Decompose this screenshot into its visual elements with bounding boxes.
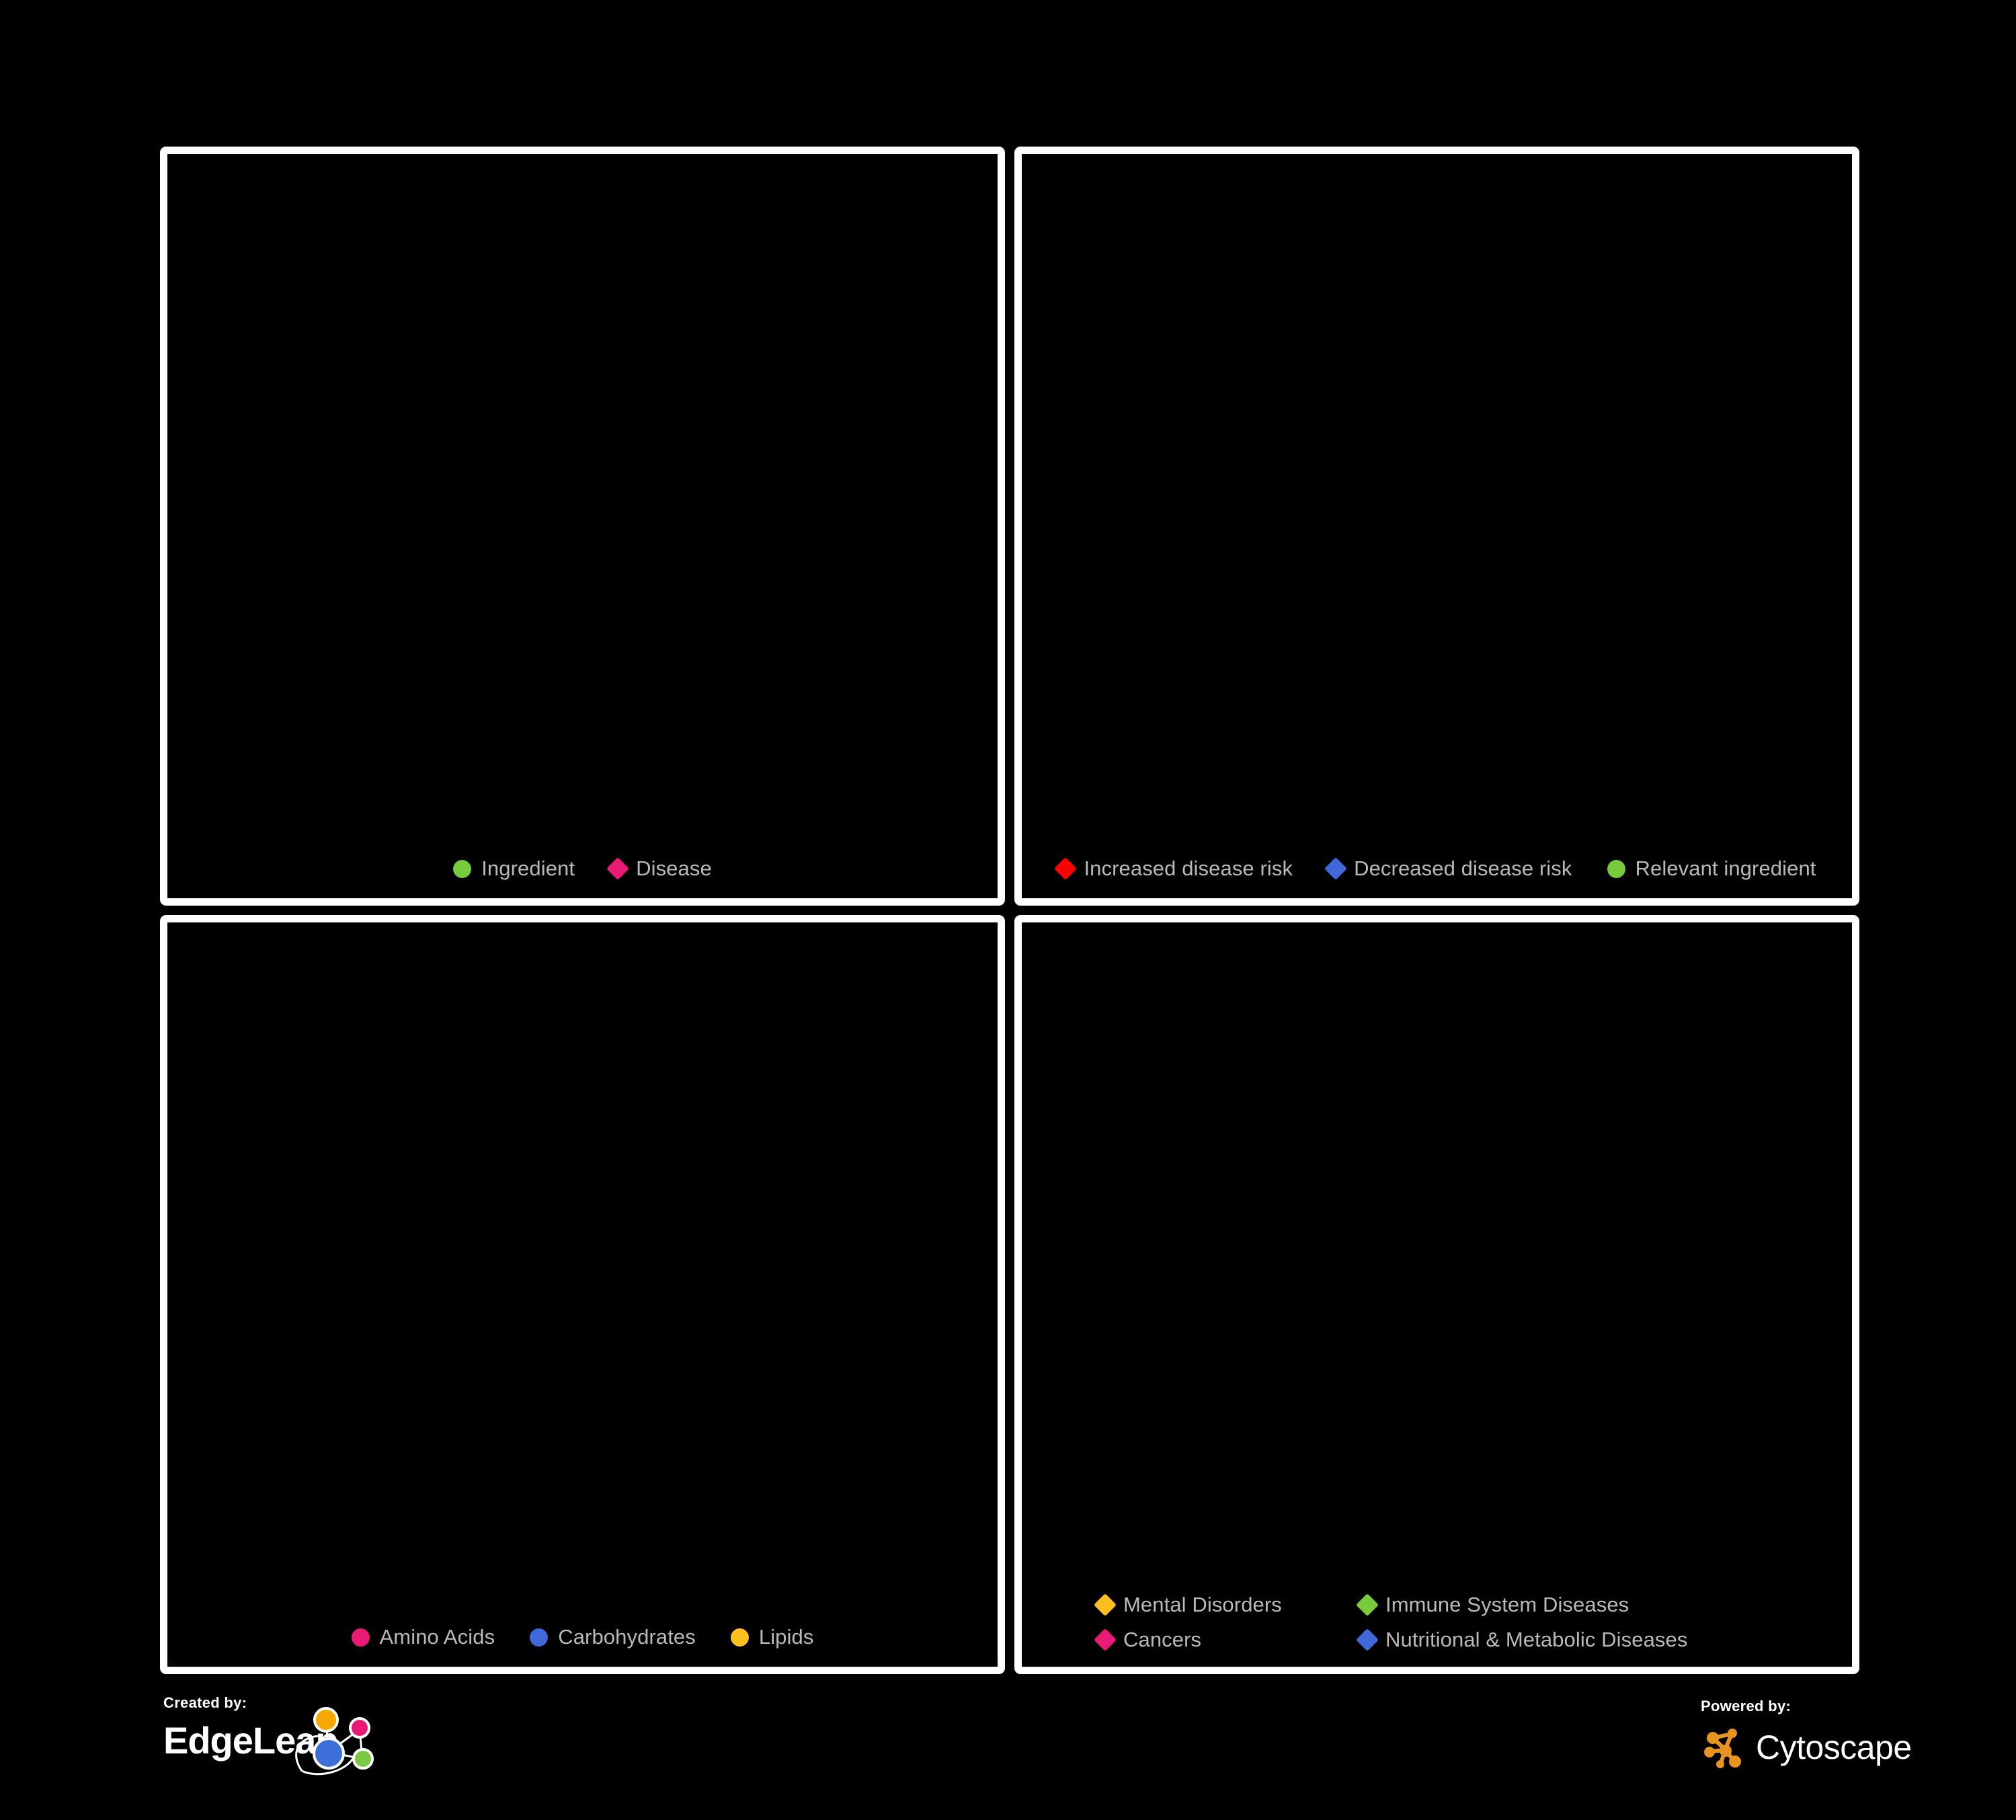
powered-by-caption: Powered by: <box>1701 1698 1791 1714</box>
network-graph-disease-risk <box>1022 154 1852 898</box>
legend-item[interactable]: Cancers <box>1094 1628 1359 1652</box>
legend-disease-risk: Increased disease risk Decreased disease… <box>1022 857 1852 881</box>
network-canvas-disease-risk[interactable] <box>1022 154 1852 898</box>
network-canvas-ingredient-classes[interactable] <box>167 922 998 1667</box>
legend-item[interactable]: Carbohydrates <box>530 1625 696 1649</box>
network-canvas-ingredient-disease[interactable] <box>167 154 998 898</box>
legend-item[interactable]: Immune System Diseases <box>1356 1593 1629 1617</box>
legend-item-label: Nutritional & Metabolic Diseases <box>1385 1628 1688 1651</box>
legend-item-label: Amino Acids <box>379 1625 495 1649</box>
legend-swatch-diamond-icon <box>1094 1593 1117 1616</box>
legend-swatch-circle-icon <box>730 1628 749 1647</box>
legend-item-label: Increased disease risk <box>1084 857 1293 880</box>
legend-swatch-circle-icon <box>351 1628 370 1647</box>
legend-swatch-diamond-icon <box>1356 1628 1379 1651</box>
brand-powered-by[interactable]: Powered by: <box>1701 1698 1970 1798</box>
legend-swatch-diamond-icon <box>606 857 630 880</box>
legend-swatch-diamond-icon <box>1054 857 1078 880</box>
legend-item-label: Mental Disorders <box>1123 1593 1282 1616</box>
cytoscape-logo-icon <box>1704 1729 1741 1768</box>
legend-item-label: Decreased disease risk <box>1354 857 1572 880</box>
legend-item-label: Disease <box>636 857 712 880</box>
brand-created-by[interactable]: Created by: EdgeLeap <box>163 1694 385 1795</box>
legend-disease-classes: Mental Disorders Immune System Diseases … <box>1022 1593 1852 1652</box>
legend-item[interactable]: Increased disease risk <box>1054 857 1293 881</box>
footer: Created by: EdgeLeap Powered by: <box>0 1677 2016 1820</box>
legend-swatch-diamond-icon <box>1094 1628 1117 1651</box>
edgeleap-wordmark: EdgeLeap <box>163 1719 339 1762</box>
panel-ingredient-disease[interactable]: Ingredient Disease <box>160 147 1005 906</box>
legend-item-label: Lipids <box>758 1625 814 1649</box>
cytoscape-wordmark: Cytoscape <box>1756 1729 1912 1766</box>
panel-grid: Ingredient Disease Increased disease ris… <box>160 147 1859 1674</box>
legend-ingredient-classes: Amino Acids Carbohydrates Lipids <box>167 1625 998 1649</box>
panel-disease-risk[interactable]: Increased disease risk Decreased disease… <box>1014 147 1859 906</box>
legend-item[interactable]: Decreased disease risk <box>1324 857 1572 881</box>
panel-ingredient-classes[interactable]: Amino Acids Carbohydrates Lipids <box>160 915 1005 1674</box>
network-graph-ingredient-disease <box>167 154 998 898</box>
legend-swatch-circle-icon <box>1607 859 1625 878</box>
network-graph-ingredient-classes <box>167 922 998 1667</box>
panel-disease-classes[interactable]: Mental Disorders Immune System Diseases … <box>1014 915 1859 1674</box>
legend-item-label: Immune System Diseases <box>1385 1593 1629 1616</box>
created-by-caption: Created by: <box>163 1694 247 1711</box>
edgeleap-logo-icon <box>295 1707 374 1776</box>
legend-ingredient-disease: Ingredient Disease <box>167 857 998 881</box>
legend-item-label: Carbohydrates <box>558 1625 696 1649</box>
legend-item-label: Relevant ingredient <box>1635 857 1816 880</box>
legend-swatch-circle-icon <box>530 1628 549 1647</box>
legend-item-label: Cancers <box>1123 1628 1202 1651</box>
legend-item[interactable]: Disease <box>606 857 712 881</box>
network-graph-disease-classes <box>1022 922 1852 1667</box>
legend-item[interactable]: Mental Disorders <box>1094 1593 1359 1617</box>
legend-item[interactable]: Amino Acids <box>351 1625 495 1649</box>
legend-item[interactable]: Relevant ingredient <box>1607 857 1816 881</box>
legend-item[interactable]: Ingredient <box>453 857 575 881</box>
legend-swatch-diamond-icon <box>1356 1593 1379 1616</box>
legend-swatch-diamond-icon <box>1324 857 1348 880</box>
legend-item[interactable]: Nutritional & Metabolic Diseases <box>1356 1628 1687 1652</box>
legend-item-label: Ingredient <box>481 857 575 880</box>
legend-item[interactable]: Lipids <box>730 1625 814 1649</box>
network-canvas-disease-classes[interactable] <box>1022 922 1852 1667</box>
legend-swatch-circle-icon <box>453 859 472 878</box>
